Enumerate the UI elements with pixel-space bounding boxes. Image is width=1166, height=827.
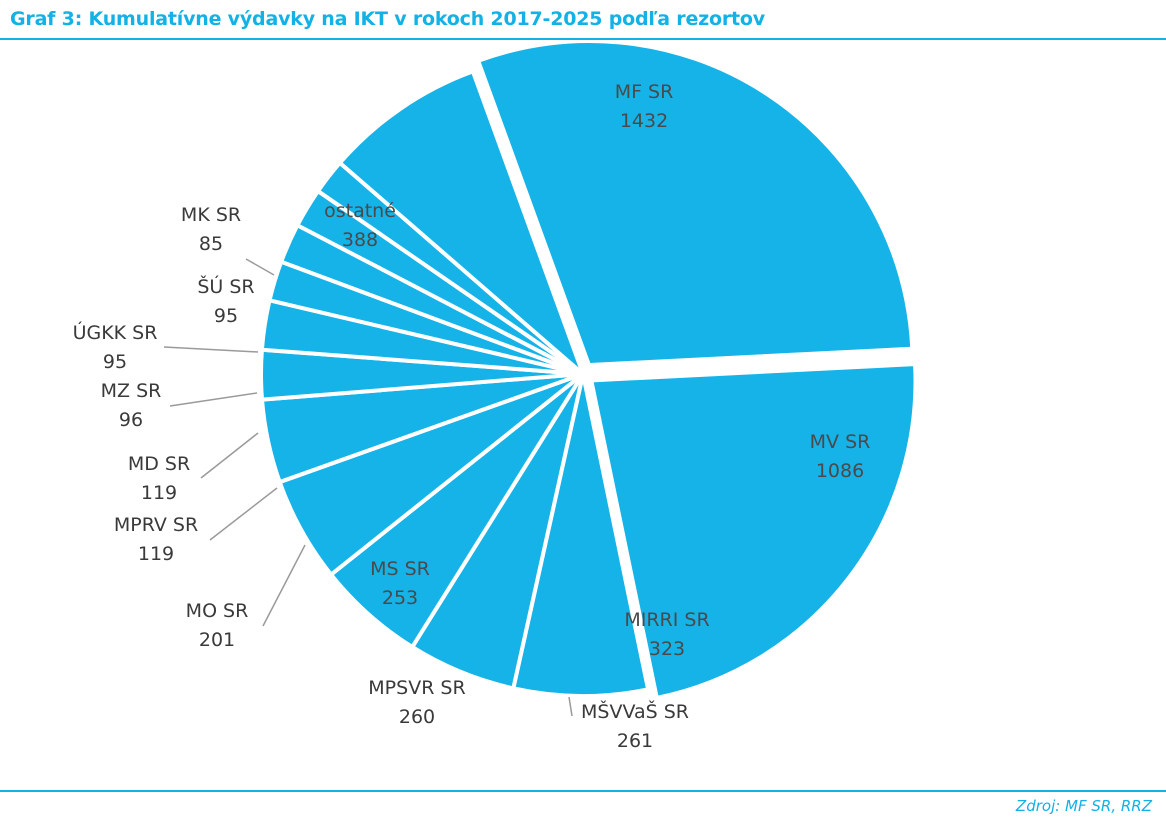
slice-label-msvvas-sr: MŠVVaŠ SR [581, 699, 689, 723]
title-rule [0, 38, 1166, 40]
slice-value-msvvas-sr: 261 [617, 730, 653, 752]
source-rule [0, 790, 1166, 792]
slice-value-ugkk-sr: 95 [103, 351, 127, 373]
source-note: Zdroj: MF SR, RRZ [1015, 797, 1152, 815]
slice-value-mpsvr-sr: 260 [399, 706, 435, 728]
slice-value-mz-sr: 96 [119, 409, 143, 431]
slice-label-mirri-sr: MIRRI SR [624, 609, 709, 631]
chart-title: Graf 3: Kumulatívne výdavky na IKT v rok… [10, 8, 765, 30]
leader-line-ugkk-sr [163, 346, 259, 353]
slice-value-mv-sr: 1086 [816, 460, 864, 482]
slice-value-ms-sr: 253 [382, 587, 418, 609]
slice-value-mf-sr: 1432 [620, 110, 668, 132]
slice-label-mpsvr-sr: MPSVR SR [368, 677, 465, 699]
pie-slice-ostatne [337, 69, 585, 376]
slice-label-ms-sr: MS SR [370, 558, 430, 580]
leader-line-mz-sr [169, 392, 258, 407]
slice-value-mk-sr: 85 [199, 233, 223, 255]
pie-slice-mv-sr [591, 364, 916, 698]
slice-value-md-sr: 119 [141, 482, 177, 504]
slice-label-mprv-sr: MPRV SR [114, 514, 198, 536]
pie-slice-mirri-sr [511, 372, 651, 698]
slice-label-mo-sr: MO SR [186, 600, 249, 622]
slice-label-mf-sr: MF SR [615, 81, 674, 103]
slice-value-mo-sr: 201 [199, 629, 235, 651]
slice-value-su-sr: 95 [214, 305, 238, 327]
slice-value-mirri-sr: 323 [649, 638, 685, 660]
slice-label-ostatne: ostatné [324, 200, 396, 222]
pie-slice-mf-sr [478, 41, 913, 365]
leader-line-mprv-sr [209, 487, 278, 541]
slice-label-md-sr: MD SR [128, 453, 190, 475]
leader-line-mo-sr [262, 544, 306, 627]
leader-line-md-sr [200, 432, 259, 479]
slice-label-su-sr: ŠÚ SR [197, 274, 254, 298]
slice-label-mv-sr: MV SR [810, 431, 871, 453]
slice-label-ugkk-sr: ÚGKK SR [73, 320, 158, 344]
slice-value-ostatne: 388 [342, 229, 378, 251]
slice-label-mz-sr: MZ SR [101, 380, 162, 402]
leader-line-msvvas-sr [568, 696, 573, 717]
leader-line-mk-sr [245, 258, 275, 276]
slice-label-mk-sr: MK SR [181, 204, 241, 226]
slice-value-mprv-sr: 119 [138, 543, 174, 565]
